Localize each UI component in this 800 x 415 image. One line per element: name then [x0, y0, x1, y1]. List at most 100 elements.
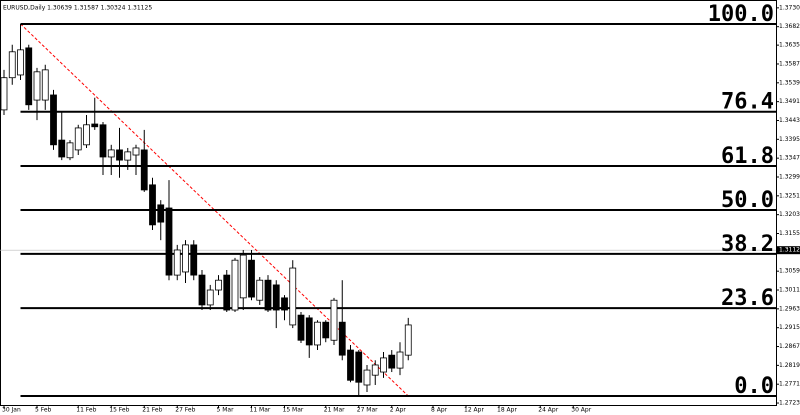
candle-body: [124, 151, 132, 161]
candle-body: [363, 369, 371, 386]
y-tick-label: 1.34910: [779, 98, 800, 105]
candle-body: [25, 47, 33, 106]
x-tick-label: 15 Mar: [283, 407, 304, 414]
candle-body: [157, 204, 165, 223]
candle-body: [256, 279, 264, 301]
candle-body: [223, 274, 231, 311]
x-tick-label: 5 Feb: [35, 407, 52, 414]
x-tick-label: 5 Mar: [217, 407, 235, 414]
candle-body: [272, 284, 280, 311]
candle-body: [116, 149, 123, 161]
x-tick-label: 15 Feb: [109, 407, 129, 414]
x-tick-label: 30 Apr: [571, 407, 591, 414]
y-tick-label: 1.27230: [779, 400, 800, 407]
y-tick-label: 1.32990: [779, 173, 800, 180]
y-tick-label: 1.31550: [779, 230, 800, 237]
y-tick-label: 1.35870: [779, 60, 800, 67]
candle-body: [165, 207, 173, 276]
candle-body: [206, 289, 214, 306]
candle-body: [264, 279, 272, 311]
x-tick-label: 18 Apr: [497, 407, 517, 414]
candle-body: [107, 149, 115, 158]
y-tick-label: 1.29630: [779, 305, 800, 312]
candle-body: [347, 349, 354, 381]
candle-body: [140, 149, 148, 191]
plot-frame: [0, 0, 777, 406]
candle-body: [338, 321, 346, 356]
candle-body: [83, 124, 90, 146]
candle-body: [132, 147, 140, 156]
candle-body: [173, 249, 181, 276]
y-tick-label: 1.36820: [779, 23, 800, 30]
x-tick-label: 27 Feb: [175, 407, 195, 414]
y-tick-label: 1.32510: [779, 192, 800, 199]
fib-level-label: 23.6: [721, 286, 774, 311]
candle-body: [17, 49, 24, 76]
x-tick-label: 2 Apr: [390, 407, 407, 414]
y-tick-label: 1.33470: [779, 155, 800, 162]
fib-level-label: 38.2: [721, 232, 774, 257]
candle-body: [355, 351, 363, 383]
candle-body: [281, 297, 288, 311]
candle-body: [190, 244, 198, 276]
fib-level-label: 0.0: [734, 374, 774, 399]
candle-body: [50, 94, 57, 146]
candle-body: [33, 71, 41, 101]
candle-body: [314, 321, 321, 346]
y-tick-label: 1.30590: [779, 268, 800, 275]
y-tick-label: 1.28190: [779, 362, 800, 369]
y-tick-label: 1.36350: [779, 42, 800, 49]
fib-level-label: 61.8: [721, 144, 774, 169]
current-price-box: [777, 246, 800, 255]
x-tick-label: 21 Feb: [142, 407, 162, 414]
x-tick-label: 21 Mar: [324, 407, 345, 414]
chart-title: EURUSD,Daily 1.30639 1.31587 1.30324 1.3…: [3, 5, 152, 12]
x-tick-label: 27 Mar: [357, 407, 378, 414]
candle-body: [66, 142, 74, 159]
x-tick-label: 8 Apr: [431, 407, 448, 414]
candle-body: [248, 259, 255, 298]
candle-body: [8, 51, 16, 79]
y-tick-label: 1.34430: [779, 117, 800, 124]
candle-body: [74, 127, 82, 151]
y-tick-label: 1.30110: [779, 287, 800, 294]
fib-level-label: 76.4: [721, 90, 774, 115]
x-tick-label: 12 Apr: [464, 407, 484, 414]
x-tick-label: 24 Apr: [538, 407, 558, 414]
x-tick-label: 11 Mar: [250, 407, 271, 414]
fib-level-label: 50.0: [721, 188, 774, 213]
candle-body: [91, 123, 99, 128]
candle-body: [215, 279, 222, 291]
x-tick-label: 30 Jan: [2, 407, 21, 414]
y-tick-label: 1.37300: [779, 4, 800, 11]
y-tick-label: 1.32030: [779, 211, 800, 218]
candle-body: [330, 299, 338, 341]
x-tick-label: 11 Feb: [76, 407, 96, 414]
y-tick-label: 1.27710: [779, 381, 800, 388]
candle-body: [182, 244, 189, 273]
candle-body: [41, 69, 49, 101]
candle-body: [404, 324, 412, 356]
candle-body: [0, 77, 8, 111]
candle-body: [297, 314, 305, 341]
candle-body: [380, 357, 387, 373]
candle-body: [198, 274, 206, 306]
candle-body: [388, 354, 396, 369]
candle-body: [99, 124, 107, 158]
y-tick-label: 1.28670: [779, 343, 800, 350]
candle-body: [289, 267, 297, 326]
y-tick-label: 1.29150: [779, 324, 800, 331]
y-tick-label: 1.35390: [779, 79, 800, 86]
candle-body: [396, 351, 404, 369]
candle-body: [231, 259, 239, 311]
y-tick-label: 1.33950: [779, 136, 800, 143]
current-price-label: 1.31125: [779, 247, 800, 254]
candle-body: [149, 184, 156, 226]
candle-body: [305, 317, 313, 346]
fib-level-label: 100.0: [708, 2, 774, 27]
candle-body: [239, 254, 247, 299]
candle-body: [58, 139, 66, 158]
candle-body: [322, 321, 330, 339]
